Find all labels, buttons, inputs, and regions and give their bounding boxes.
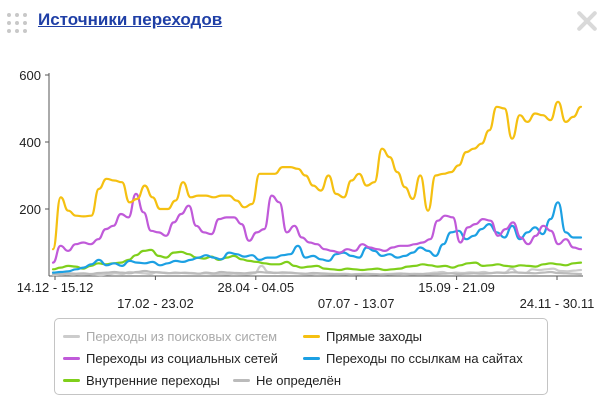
- legend-swatch-internal: [63, 379, 80, 383]
- x-tick-label: 28.04 - 04.05: [217, 280, 294, 295]
- legend-item-search[interactable]: Переходы из поисковых систем: [63, 329, 277, 344]
- series-line-1: [51, 100, 583, 251]
- legend-label-search: Переходы из поисковых систем: [86, 329, 278, 344]
- legend-label-internal: Внутренние переходы: [86, 373, 220, 388]
- legend-item-internal[interactable]: Внутренние переходы: [63, 373, 220, 388]
- y-tick-label: 200: [19, 202, 41, 217]
- chart-legend: Переходы из поисковых систем Прямые захо…: [54, 318, 548, 395]
- x-tick-label: 24.11 - 30.11: [520, 296, 595, 311]
- legend-label-direct: Прямые заходы: [326, 329, 423, 344]
- x-tick-label: 15.09 - 21.09: [418, 280, 495, 295]
- series-line-2: [51, 192, 583, 264]
- legend-item-social[interactable]: Переходы из социальных сетей: [63, 351, 278, 366]
- legend-label-social: Переходы из социальных сетей: [86, 351, 278, 366]
- x-tick-label: 07.07 - 13.07: [318, 296, 395, 311]
- y-tick-label: 400: [19, 135, 41, 150]
- legend-swatch-direct: [303, 335, 320, 339]
- widget-title-link[interactable]: Источники переходов: [38, 10, 223, 29]
- legend-label-undefined: Не определён: [256, 373, 342, 388]
- legend-item-direct[interactable]: Прямые заходы: [303, 329, 422, 344]
- legend-swatch-search: [63, 335, 80, 339]
- x-tick-label: 17.02 - 23.02: [117, 296, 194, 311]
- legend-swatch-referral: [303, 357, 320, 361]
- x-tick-label: 14.12 - 15.12: [17, 280, 94, 295]
- series-line-3: [51, 201, 583, 274]
- legend-label-referral: Переходы по ссылкам на сайтах: [326, 351, 523, 366]
- legend-item-undefined[interactable]: Не определён: [233, 373, 341, 388]
- legend-swatch-social: [63, 357, 80, 361]
- series-line-4: [51, 248, 583, 272]
- series-line-5: [51, 269, 583, 276]
- legend-swatch-undefined: [233, 379, 250, 383]
- y-tick-label: 600: [19, 68, 41, 83]
- legend-item-referral[interactable]: Переходы по ссылкам на сайтах: [303, 351, 523, 366]
- drag-dots-icon[interactable]: [6, 12, 28, 34]
